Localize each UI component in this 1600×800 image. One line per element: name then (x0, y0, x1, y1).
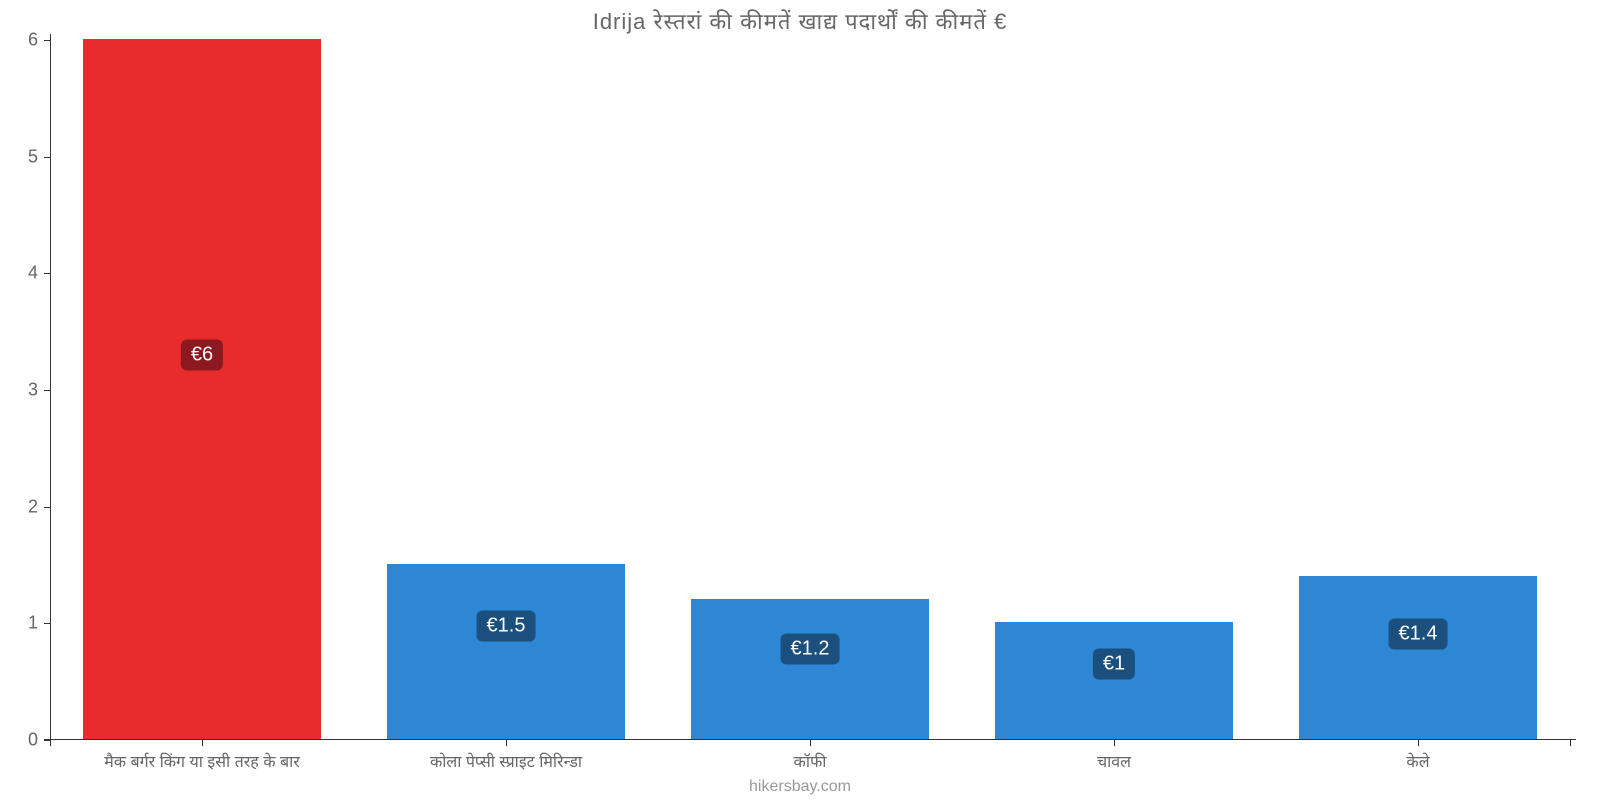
bar (83, 39, 320, 739)
plot-area: 0123456मैक बर्गर किंग या इसी तरह के बार€… (50, 40, 1570, 740)
y-tick-label: 5 (28, 146, 38, 167)
x-tick (1114, 740, 1115, 746)
credit-text: hikersbay.com (0, 778, 1600, 796)
y-tick-label: 0 (28, 730, 38, 751)
category-label: मैक बर्गर किंग या इसी तरह के बार (104, 750, 300, 772)
y-tick (44, 157, 50, 158)
bar (387, 564, 624, 739)
bar (691, 599, 928, 739)
category-label: कॉफी (794, 750, 827, 772)
value-badge: €1.5 (477, 611, 536, 642)
value-badge: €1.4 (1389, 618, 1448, 649)
y-tick (44, 623, 50, 624)
x-tick (1570, 740, 1571, 746)
chart-container: Idrija रेस्तरां की कीमतें खाद्य पदार्थों… (0, 0, 1600, 800)
category-label: केले (1406, 750, 1429, 772)
chart-title: Idrija रेस्तरां की कीमतें खाद्य पदार्थों… (0, 6, 1600, 36)
x-tick (50, 740, 51, 746)
x-tick (506, 740, 507, 746)
y-axis-line (50, 34, 51, 746)
x-tick (1418, 740, 1419, 746)
x-tick (810, 740, 811, 746)
bar (995, 622, 1232, 739)
y-tick-label: 4 (28, 263, 38, 284)
category-label: कोला पेप्सी स्प्राइट मिरिन्डा (430, 750, 582, 772)
category-label: चावल (1097, 750, 1131, 772)
y-tick-label: 1 (28, 613, 38, 634)
y-tick (44, 507, 50, 508)
bar (1299, 576, 1536, 739)
x-tick (202, 740, 203, 746)
y-tick (44, 273, 50, 274)
value-badge: €1 (1093, 649, 1135, 680)
y-tick-label: 2 (28, 496, 38, 517)
value-badge: €6 (181, 340, 223, 371)
y-tick (44, 390, 50, 391)
y-tick (44, 40, 50, 41)
y-tick-label: 3 (28, 380, 38, 401)
y-tick-label: 6 (28, 30, 38, 51)
value-badge: €1.2 (781, 634, 840, 665)
